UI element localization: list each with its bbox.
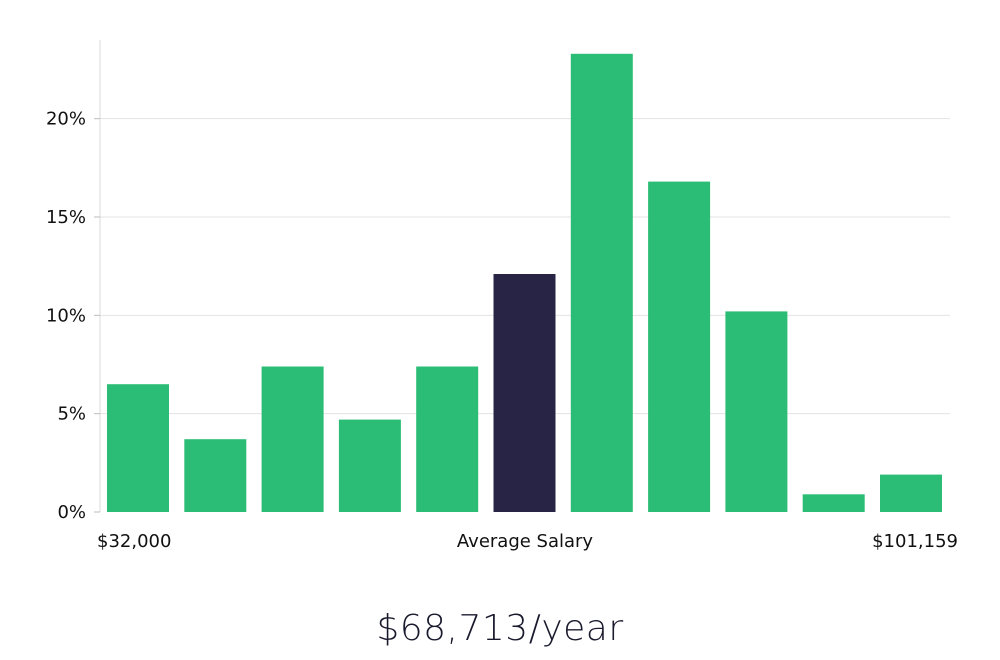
x-label-center: Average Salary	[457, 531, 594, 552]
x-axis-labels: $32,000 Average Salary $101,159	[97, 531, 958, 552]
bar	[261, 366, 324, 512]
bar	[570, 53, 633, 513]
bar	[184, 439, 247, 512]
x-label-max: $101,159	[872, 531, 958, 552]
y-axis: 0% 5% 10% 15% 20%	[46, 40, 101, 523]
bar	[338, 419, 401, 512]
bar	[880, 474, 942, 512]
y-tick-label: 15%	[46, 207, 86, 228]
y-tick-label: 0%	[57, 502, 86, 523]
bar-highlight-average	[493, 274, 556, 512]
bar	[416, 366, 479, 512]
bar	[648, 181, 711, 512]
salary-histogram: 0% 5% 10% 15% 20% $32,000 Average Salary $10…	[46, 40, 958, 552]
y-tick-label: 10%	[46, 305, 86, 326]
bar	[802, 494, 865, 512]
bar	[107, 384, 169, 512]
bar	[725, 311, 788, 512]
x-label-min: $32,000	[97, 531, 171, 552]
y-tick-label: 20%	[46, 109, 86, 130]
average-salary-value: $68,713/year	[376, 608, 624, 649]
y-tick-label: 5%	[57, 404, 86, 425]
bars	[107, 53, 942, 513]
